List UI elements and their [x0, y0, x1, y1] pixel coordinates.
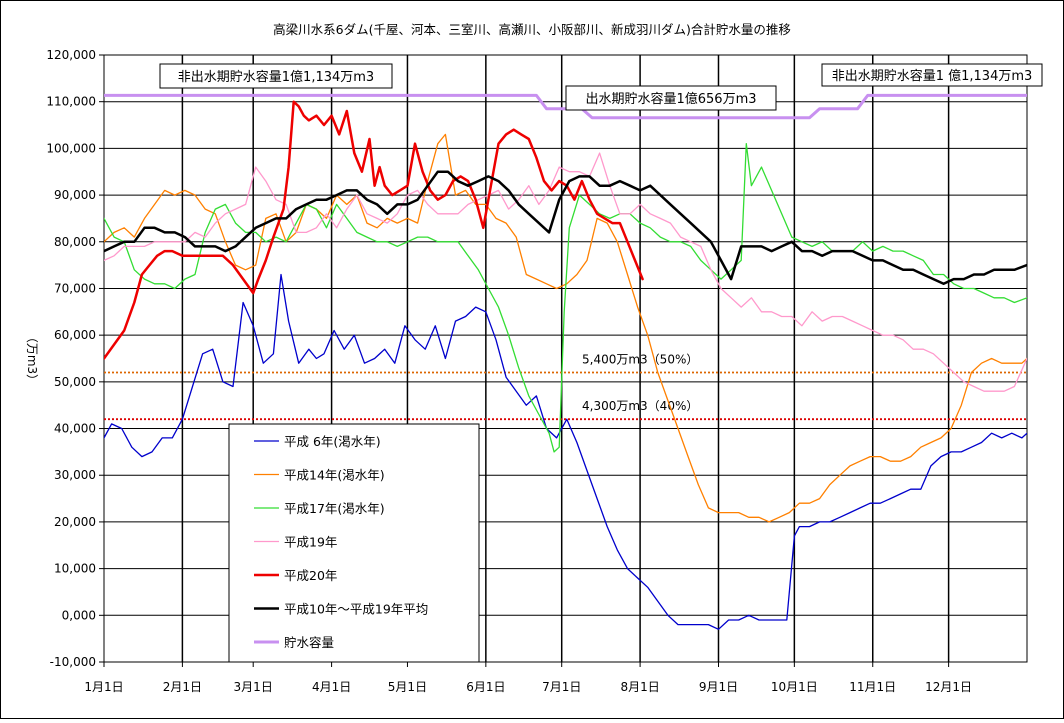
capacity-annotation-box	[565, 85, 777, 111]
y-tick-label: 90,000	[54, 188, 96, 202]
y-tick-label: 80,000	[54, 235, 96, 249]
y-tick-label: 40,000	[54, 422, 96, 436]
x-tick-label: 11月1日	[849, 680, 896, 694]
reference-line-label: 4,300万m3（40%）	[582, 399, 698, 413]
capacity-annotation-text: 非出水期貯水容量1 億1,134万m3	[832, 68, 1033, 84]
series-line-4	[104, 152, 1027, 392]
legend-label: 貯水容量	[284, 635, 334, 650]
capacity-annotation-text: 出水期貯水容量1億656万m3	[585, 91, 756, 107]
legend-label: 平成19年	[284, 535, 337, 550]
legend-label: 平成17年(渇水年)	[284, 501, 385, 516]
x-tick-label: 1月1日	[84, 680, 123, 694]
x-tick-label: 9月1日	[699, 680, 738, 694]
series-line-2	[104, 133, 1027, 523]
y-axis-label: （万m3）	[25, 331, 39, 386]
y-tick-label: 100,000	[46, 141, 96, 155]
legend-label: 平成14年(渇水年)	[284, 468, 385, 483]
x-tick-label: 10月1日	[771, 680, 818, 694]
y-tick-label: 60,000	[54, 328, 96, 342]
series-line-5	[104, 100, 644, 360]
y-tick-label: 0,000	[62, 608, 96, 622]
series-line-7	[104, 93, 1027, 120]
x-tick-label: 3月1日	[234, 680, 273, 694]
y-tick-label: -10,000	[50, 655, 96, 669]
y-tick-label: 70,000	[54, 281, 96, 295]
y-tick-label: 110,000	[46, 95, 96, 109]
x-tick-label: 5月1日	[388, 680, 427, 694]
legend-box	[228, 423, 480, 663]
reference-line-label: 5,400万m3（50%）	[582, 353, 698, 367]
capacity-annotation-text: 非出水期貯水容量1億1,134万m3	[178, 69, 374, 85]
y-tick-label: 10,000	[54, 562, 96, 576]
y-tick-label: 20,000	[54, 515, 96, 529]
legend-label: 平成 6年(渇水年)	[284, 434, 381, 449]
series-line-3	[104, 143, 1027, 453]
legend-label: 平成10年～平成19年平均	[284, 602, 428, 617]
y-tick-label: 30,000	[54, 468, 96, 482]
y-tick-label: 120,000	[46, 48, 96, 62]
series-line-6	[104, 170, 1027, 286]
x-tick-label: 7月1日	[542, 680, 581, 694]
capacity-annotation-box	[159, 63, 393, 89]
series-line-1	[104, 273, 1027, 630]
capacity-annotation-box	[821, 63, 1043, 87]
x-tick-label: 12月1日	[925, 680, 972, 694]
y-tick-label: 50,000	[54, 375, 96, 389]
x-tick-label: 6月1日	[466, 680, 505, 694]
chart-title: 高梁川水系6ダム(千屋、河本、三室川、高瀬川、小阪部川、新成羽川ダム)合計貯水量…	[273, 22, 791, 37]
x-tick-label: 8月1日	[620, 680, 659, 694]
legend-label: 平成20年	[284, 568, 337, 583]
x-tick-label: 2月1日	[163, 680, 202, 694]
x-tick-label: 4月1日	[312, 680, 351, 694]
